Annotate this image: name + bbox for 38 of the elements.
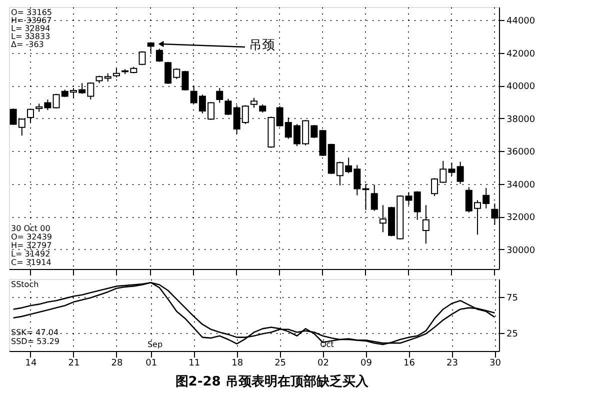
annotation: H= 33967 (11, 16, 52, 25)
annotation: H= 32797 (11, 241, 52, 250)
annotation: SStoch (11, 280, 39, 289)
x-tick-label: 25 (274, 358, 286, 368)
x-tick-label: 14 (25, 358, 37, 368)
annotation: L= 31492 (11, 250, 50, 258)
y-tick-label: 42000 (506, 49, 536, 60)
x-tick-label: 18 (232, 358, 244, 368)
x-tick-label: 11 (188, 358, 200, 368)
annotation: Sep (147, 340, 163, 349)
y-tick-label: 32000 (506, 213, 536, 224)
y-tick-label: 30000 (506, 246, 536, 256)
y-tick-label: 38000 (506, 114, 536, 125)
y-tick-label: 25 (506, 330, 518, 340)
annotation: SSD= 53.29 (11, 337, 60, 346)
y-tick-label: 40000 (506, 82, 536, 92)
annotation: 30 Oct 00 (11, 224, 50, 233)
x-tick-label: 28 (111, 358, 123, 368)
annotation: C= 31914 (11, 258, 52, 267)
y-tick-label: 75 (506, 294, 518, 304)
annotation: Δ= -363 (11, 40, 44, 49)
y-tick-label: 34000 (506, 180, 536, 190)
annotation: L= 33833 (11, 32, 50, 41)
x-tick-label: 09 (360, 358, 372, 368)
annotation: O= 33165 (11, 8, 52, 17)
x-tick-label: 01 (146, 358, 158, 368)
annotation: L= 32894 (11, 24, 50, 33)
annotation: 吊颈 (249, 38, 275, 53)
x-tick-label: 30 (489, 358, 502, 368)
x-tick-label: 02 (318, 358, 329, 368)
y-tick-label: 44000 (506, 16, 536, 27)
x-tick-label: 23 (446, 358, 458, 368)
text: 图2-28 吊颈表明在顶部缺乏买入 (175, 374, 370, 390)
y-tick-label: 36000 (506, 148, 536, 158)
x-tick-label: 21 (68, 358, 80, 368)
candlestick (216, 88, 224, 104)
annotation: O= 32439 (11, 232, 52, 242)
x-tick-label: 16 (404, 358, 416, 368)
